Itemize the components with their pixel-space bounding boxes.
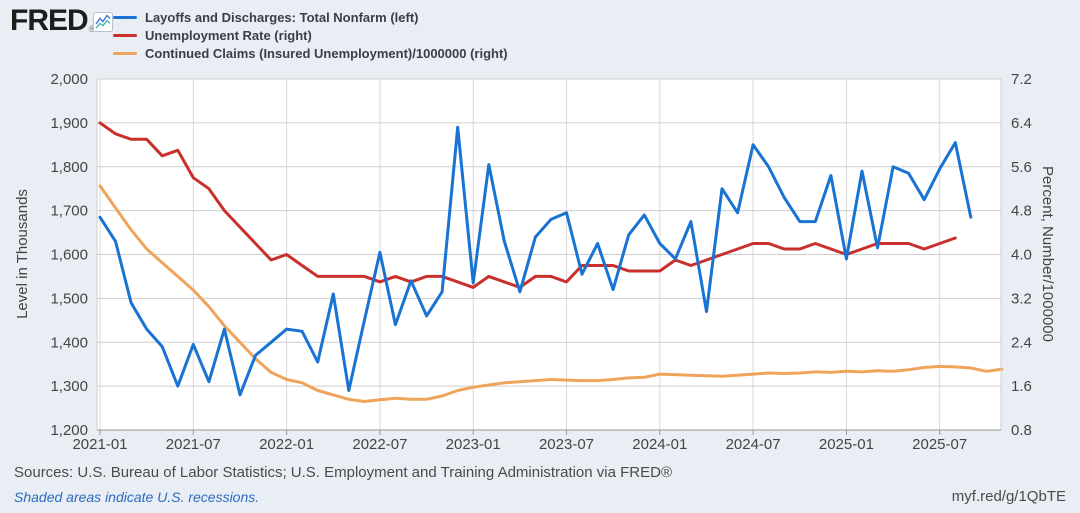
y-right-tick-label: 2.4 xyxy=(1011,334,1032,351)
x-tick-label: 2025-01 xyxy=(819,436,874,453)
y-left-tick-label: 1,300 xyxy=(50,378,88,395)
registered-mark: ® xyxy=(88,24,96,34)
fred-logo-text: FRED xyxy=(10,4,89,37)
y-left-tick-label: 1,900 xyxy=(50,115,88,132)
series-line-unemployment-rate xyxy=(98,121,957,289)
y-right-tick-label: 3.2 xyxy=(1011,290,1032,307)
y-left-tick-label: 2,000 xyxy=(50,71,88,88)
left-axis-title: Level in Thousands xyxy=(14,189,31,319)
y-left-tick-label: 1,400 xyxy=(50,334,88,351)
series-line-continued-claims xyxy=(98,184,1004,403)
x-tick-label: 2023-07 xyxy=(539,436,594,453)
x-tick-label: 2023-01 xyxy=(446,436,501,453)
legend-item-layoffs[interactable]: Layoffs and Discharges: Total Nonfarm (l… xyxy=(113,8,508,26)
legend-label-unemployment-rate: Unemployment Rate (right) xyxy=(145,27,312,43)
series-line-layoffs xyxy=(98,125,973,397)
series-layer xyxy=(98,121,1004,403)
x-tick-label: 2022-01 xyxy=(259,436,314,453)
x-tick-label: 2021-07 xyxy=(166,436,221,453)
x-tick-label: 2024-07 xyxy=(726,436,781,453)
y-right-tick-label: 6.4 xyxy=(1011,115,1032,132)
fred-logo[interactable]: FRED ® xyxy=(10,4,96,38)
right-axis-title: Percent, Number/1000000 xyxy=(1039,166,1056,342)
y-left-tick-label: 1,500 xyxy=(50,290,88,307)
y-right-tick-label: 7.2 xyxy=(1011,71,1032,88)
mini-line-chart-icon xyxy=(93,12,113,32)
recessions-note-link[interactable]: Shaded areas indicate U.S. recessions. xyxy=(14,489,260,505)
y-right-tick-label: 4.8 xyxy=(1011,203,1032,220)
axis-layer: 2021-01 2021-07 2022-01 2022-07 2023-01 2023-… xyxy=(50,71,1031,453)
y-right-tick-label: 1.6 xyxy=(1011,378,1032,395)
x-tick-label: 2025-07 xyxy=(912,436,967,453)
y-right-tick-label: 0.8 xyxy=(1011,422,1032,439)
legend-swatch-layoffs xyxy=(113,15,137,19)
y-right-tick-label: 4.0 xyxy=(1011,247,1032,264)
legend-label-layoffs: Layoffs and Discharges: Total Nonfarm (l… xyxy=(145,9,419,25)
sources-text: Sources: U.S. Bureau of Labor Statistics… xyxy=(14,464,673,481)
legend-swatch-continued-claims xyxy=(113,51,137,55)
y-left-tick-label: 1,700 xyxy=(50,203,88,220)
y-right-tick-label: 5.6 xyxy=(1011,159,1032,176)
legend-item-continued-claims[interactable]: Continued Claims (Insured Unemployment)/… xyxy=(113,44,508,62)
y-left-tick-label: 1,600 xyxy=(50,247,88,264)
y-left-tick-label: 1,800 xyxy=(50,159,88,176)
y-left-tick-label: 1,200 xyxy=(50,422,88,439)
legend: Layoffs and Discharges: Total Nonfarm (l… xyxy=(113,8,508,62)
legend-item-unemployment-rate[interactable]: Unemployment Rate (right) xyxy=(113,26,508,44)
x-tick-label: 2024-01 xyxy=(632,436,687,453)
x-tick-label: 2021-01 xyxy=(72,436,127,453)
legend-label-continued-claims: Continued Claims (Insured Unemployment)/… xyxy=(145,45,508,61)
grid-layer xyxy=(97,79,1001,430)
x-tick-label: 2022-07 xyxy=(352,436,407,453)
permalink-text[interactable]: myf.red/g/1QbTE xyxy=(951,488,1066,505)
legend-swatch-unemployment-rate xyxy=(113,33,137,37)
